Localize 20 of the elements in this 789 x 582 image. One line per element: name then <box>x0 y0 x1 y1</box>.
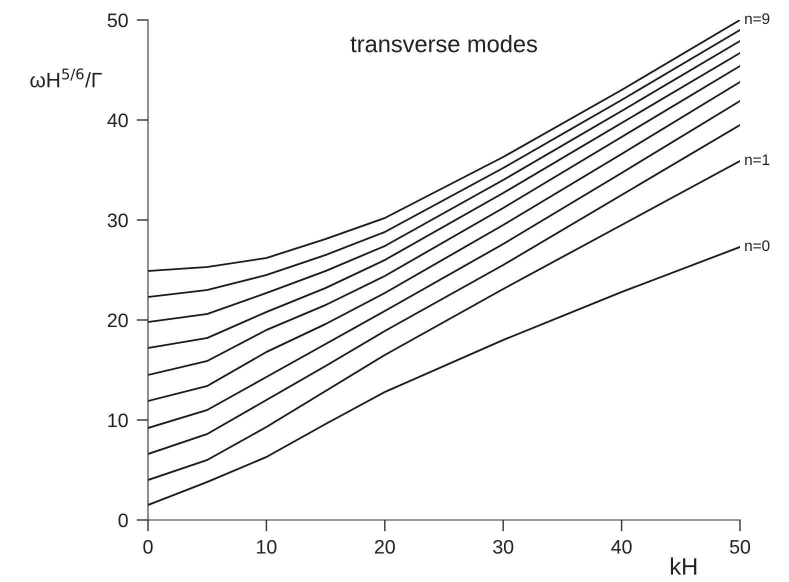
x-tick-label: 40 <box>611 540 632 554</box>
x-tick-label: 20 <box>374 540 395 554</box>
y-tick-label: 0 <box>118 513 128 528</box>
x-tick-label: 30 <box>493 540 514 554</box>
series-label: n=0 <box>745 240 770 252</box>
x-tick-label: 50 <box>730 540 750 554</box>
line-series <box>148 246 740 506</box>
series-label: n=9 <box>745 13 770 24</box>
y-tick-label: 40 <box>107 113 128 128</box>
series-label: n=1 <box>745 154 770 165</box>
x-axis-title: kH <box>670 558 696 575</box>
x-tick-label: 10 <box>257 540 276 554</box>
y-tick-label: 50 <box>108 13 128 28</box>
y-tick-label: 10 <box>108 413 128 428</box>
x-tick-label: 0 <box>143 540 153 554</box>
y-axis-title: ωH$^{5/6}$/Γ <box>30 68 102 88</box>
line-series <box>148 160 740 481</box>
y-tick-label: 30 <box>108 213 128 228</box>
y-tick-label: 20 <box>108 313 128 328</box>
text: transverse modes <box>350 35 537 52</box>
